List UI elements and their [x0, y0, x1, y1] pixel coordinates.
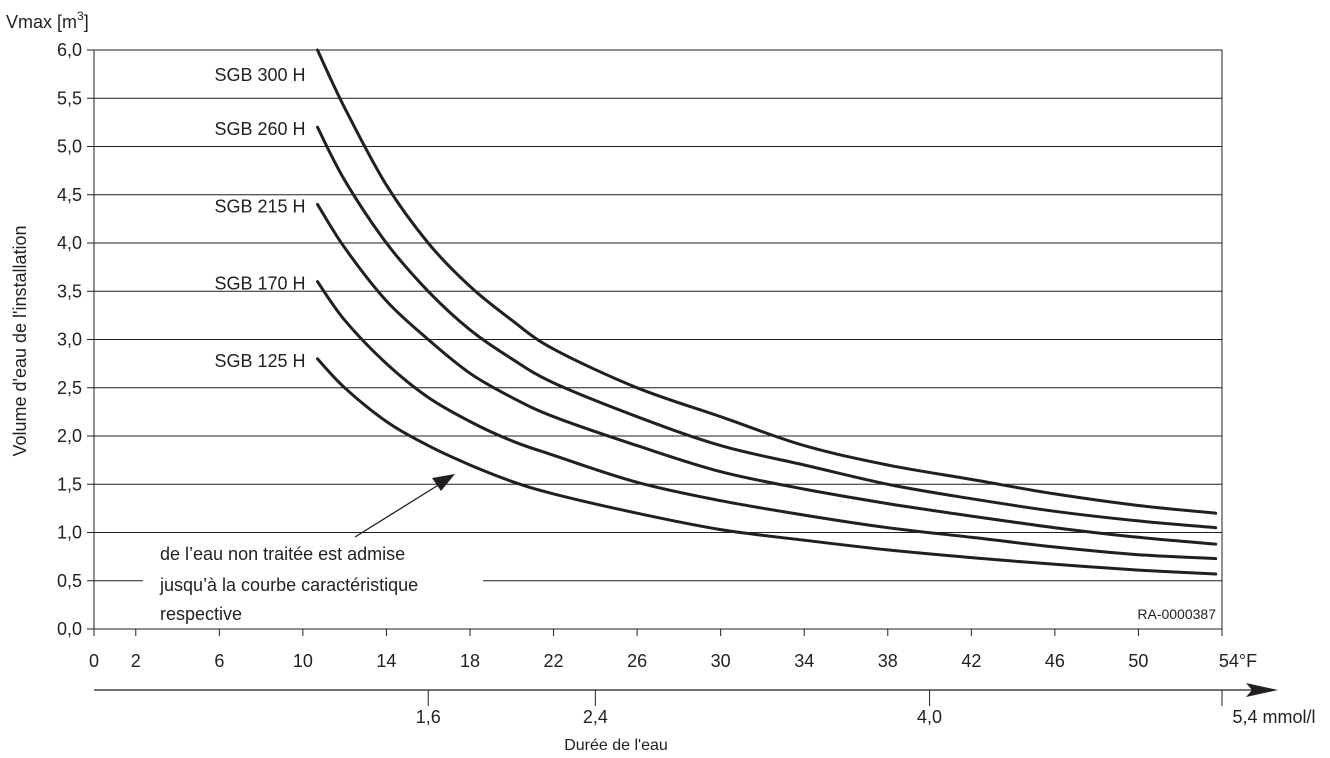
y-tick-label: 0,0 — [57, 619, 82, 639]
annotation: de l’eau non traitée est admise jusqu’à l… — [143, 474, 483, 624]
reference-code: RA-0000387 — [1137, 606, 1216, 622]
annotation-arrowhead — [432, 474, 455, 491]
y-tick-label: 2,5 — [57, 378, 82, 398]
x-tick-label: 38 — [878, 651, 898, 671]
x2-tick-label: 1,6 — [416, 707, 441, 727]
annotation-leader — [354, 483, 441, 538]
annotation-line-2: respective — [160, 604, 242, 624]
series-label-2: SGB 215 H — [214, 196, 305, 216]
x-tick-label: 10 — [293, 651, 313, 671]
x-tick-label: 30 — [711, 651, 731, 671]
y-axis-label: Volume d'eau de l'installation — [10, 225, 30, 456]
y-tick-label: 4,5 — [57, 185, 82, 205]
x-tick-label: 18 — [460, 651, 480, 671]
y-tick-label: 3,5 — [57, 281, 82, 301]
x2-tick-label: 2,4 — [583, 707, 608, 727]
series-label-0: SGB 300 H — [214, 65, 305, 85]
x-tick-label: 6 — [214, 651, 224, 671]
x-tick-label: 54°F — [1219, 651, 1257, 671]
y-tick-label: 4,0 — [57, 233, 82, 253]
x-tick-label: 26 — [627, 651, 647, 671]
x2-axis-arrow — [1246, 683, 1278, 697]
annotation-line-1: jusqu’à la courbe caractéristique — [159, 575, 418, 595]
y-axis-top-label: Vmax [m3] — [6, 9, 89, 32]
series-labels: SGB 300 H SGB 260 H SGB 215 H SGB 170 H SGB … — [214, 65, 305, 371]
y-axis-ticks: 0,0 0,5 1,0 1,5 2,0 2,5 3,0 3,5 4,0 4,5 5,0 5,5 6,0 — [57, 40, 94, 639]
series-line-3 — [316, 280, 1218, 561]
gridlines — [94, 97, 1222, 582]
y-axis-top-label-close: ] — [84, 12, 89, 32]
y-axis-top-label-text: Vmax [m — [6, 12, 77, 32]
y-tick-label: 5,0 — [57, 137, 82, 157]
x2-tick-label: 5,4 mmol/l — [1232, 707, 1315, 727]
series-line-4 — [316, 357, 1218, 576]
y-tick-label: 6,0 — [57, 40, 82, 60]
secondary-x-axis: 1,6 2,4 4,0 5,4 mmol/l — [94, 683, 1316, 727]
series-lines — [316, 48, 1218, 576]
series-line-0 — [316, 48, 1218, 515]
series-label-4: SGB 125 H — [214, 351, 305, 371]
series-line-2 — [316, 202, 1218, 546]
y-tick-label: 5,5 — [57, 88, 82, 108]
y-tick-label: 1,0 — [57, 523, 82, 543]
x-tick-label: 2 — [131, 651, 141, 671]
x-tick-label: 0 — [89, 651, 99, 671]
x-tick-label: 14 — [376, 651, 396, 671]
x2-tick-label: 4,0 — [917, 707, 942, 727]
x-tick-label: 46 — [1045, 651, 1065, 671]
y-tick-label: 2,0 — [57, 426, 82, 446]
y-axis-top-label-sup: 3 — [77, 9, 84, 23]
annotation-backdrop — [143, 538, 483, 622]
x-tick-label: 50 — [1128, 651, 1148, 671]
x-tick-label: 22 — [544, 651, 564, 671]
series-line-1 — [316, 125, 1218, 530]
x2-axis-label: Durée de l'eau — [564, 737, 668, 754]
y-tick-label: 3,0 — [57, 330, 82, 350]
x-tick-label: 42 — [961, 651, 981, 671]
x-axis-ticks: 0 2 6 10 14 18 22 26 30 34 38 42 46 50 54°F — [89, 629, 1257, 671]
y-tick-label: 1,5 — [57, 474, 82, 494]
series-label-1: SGB 260 H — [214, 119, 305, 139]
x-tick-label: 34 — [794, 651, 814, 671]
series-label-3: SGB 170 H — [214, 274, 305, 294]
annotation-line-0: de l’eau non traitée est admise — [160, 544, 405, 564]
y-tick-label: 0,5 — [57, 571, 82, 591]
